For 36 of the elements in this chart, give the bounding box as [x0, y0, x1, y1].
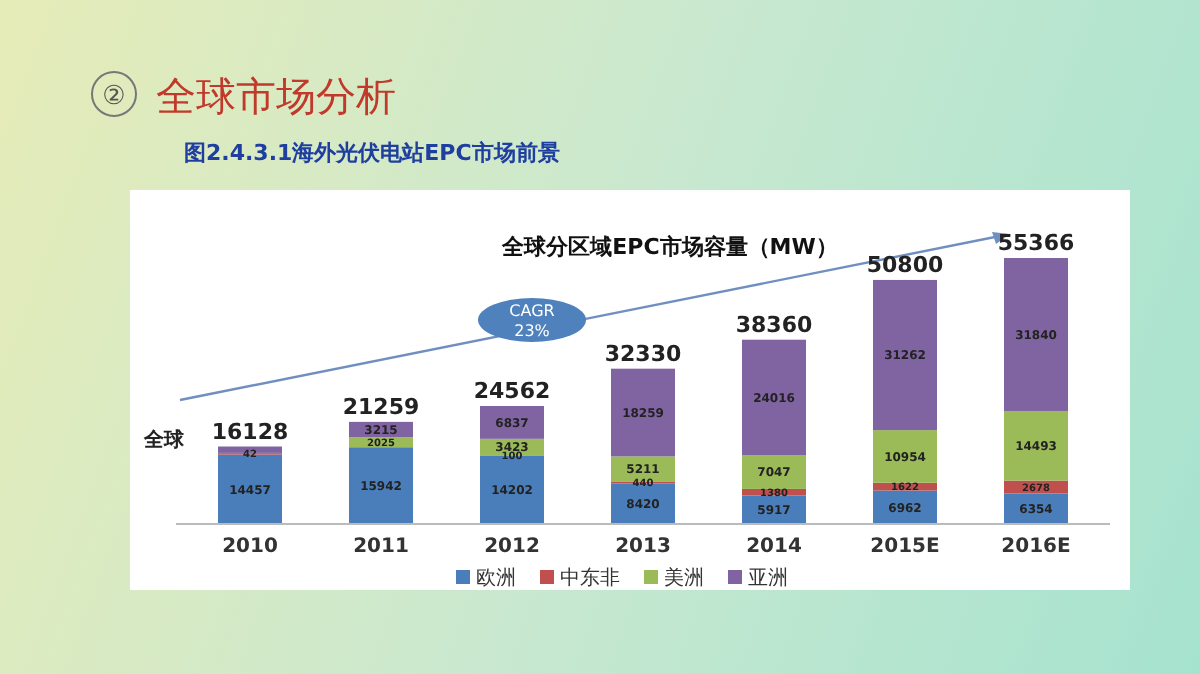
- total-label: 55366: [997, 230, 1075, 256]
- annotation: 全球: [142, 428, 186, 452]
- legend-label: 中东非: [560, 566, 620, 590]
- bar: [1004, 410, 1068, 481]
- x-tick-label: 2013: [615, 536, 671, 558]
- legend-label: 欧洲: [476, 566, 516, 590]
- bar: [480, 455, 544, 524]
- x-tick-label: 2011: [353, 536, 409, 558]
- x-tick-label: 2015E: [870, 536, 940, 558]
- bar: [480, 405, 544, 439]
- legend-label: 亚洲: [748, 566, 788, 590]
- text: 全球市场分析: [156, 72, 396, 120]
- bar: [873, 279, 937, 431]
- total-label: 32330: [604, 340, 682, 367]
- bar: [873, 430, 937, 483]
- bar: [349, 447, 413, 524]
- bar: [218, 454, 282, 524]
- heading: ②: [91, 71, 137, 117]
- total-label: 21259: [342, 393, 420, 420]
- bar: [742, 339, 806, 456]
- total-label: 16128: [211, 418, 289, 445]
- x-tick-label: 2016E: [1001, 536, 1071, 558]
- x-tick-label: 2010: [222, 536, 278, 558]
- cagr-bubble: CAGR 23%: [478, 298, 586, 342]
- x-tick-label: 2014: [746, 536, 802, 558]
- total-label: 24562: [473, 377, 551, 404]
- total-label: 50800: [866, 251, 944, 278]
- bar: [611, 368, 675, 457]
- x-tick-label: 2012: [484, 536, 540, 558]
- legend-label: 美洲: [664, 566, 704, 590]
- bar: [742, 455, 806, 489]
- total-label: 38360: [735, 311, 813, 338]
- chart-subtitle: 图2.4.3.1海外光伏电站EPC市场前景: [184, 140, 560, 166]
- chart-title: 全球分区域EPC市场容量（MW）: [500, 234, 838, 260]
- annotation: CAGR 23%: [509, 302, 556, 340]
- bar: [1004, 258, 1068, 411]
